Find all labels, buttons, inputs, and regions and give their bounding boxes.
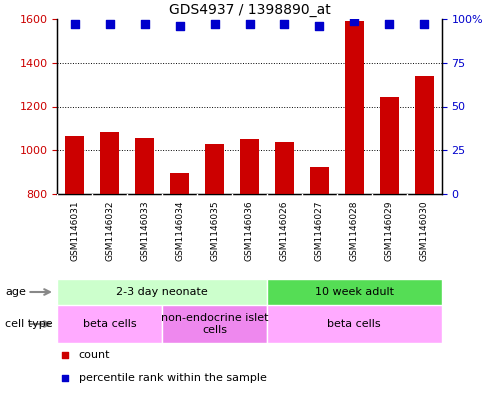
Text: age: age — [5, 287, 26, 297]
Bar — [57, 279, 267, 305]
Point — [420, 21, 428, 28]
Text: GSM1146027: GSM1146027 — [315, 201, 324, 261]
Text: GSM1146026: GSM1146026 — [280, 201, 289, 261]
Text: GSM1146032: GSM1146032 — [105, 201, 114, 261]
Text: GSM1146030: GSM1146030 — [420, 201, 429, 261]
Bar — [275, 141, 294, 194]
Text: GSM1146029: GSM1146029 — [385, 201, 394, 261]
Bar — [267, 305, 442, 343]
Point — [61, 351, 69, 358]
Text: GSM1146031: GSM1146031 — [70, 201, 79, 261]
Bar — [57, 305, 162, 343]
Text: percentile rank within the sample: percentile rank within the sample — [78, 373, 266, 382]
Bar — [415, 76, 434, 194]
Point — [350, 18, 358, 24]
Bar — [205, 144, 224, 194]
Point — [71, 21, 79, 28]
Text: GSM1146028: GSM1146028 — [350, 201, 359, 261]
Text: beta cells: beta cells — [327, 319, 381, 329]
Bar — [135, 138, 154, 194]
Bar — [162, 305, 267, 343]
Text: GSM1146035: GSM1146035 — [210, 201, 219, 261]
Point — [315, 23, 323, 29]
Bar — [380, 97, 399, 194]
Point — [176, 23, 184, 29]
Text: GSM1146036: GSM1146036 — [245, 201, 254, 261]
Bar — [170, 173, 189, 194]
Point — [280, 21, 288, 28]
Text: cell type: cell type — [5, 319, 52, 329]
Bar — [65, 136, 84, 194]
Text: count: count — [78, 349, 110, 360]
Bar — [345, 21, 364, 194]
Text: 10 week adult: 10 week adult — [315, 287, 394, 297]
Point — [211, 21, 219, 28]
Text: beta cells: beta cells — [83, 319, 137, 329]
Point — [141, 21, 149, 28]
Text: 2-3 day neonate: 2-3 day neonate — [116, 287, 208, 297]
Bar — [310, 167, 329, 194]
Title: GDS4937 / 1398890_at: GDS4937 / 1398890_at — [169, 3, 330, 17]
Point — [246, 21, 253, 28]
Text: GSM1146034: GSM1146034 — [175, 201, 184, 261]
Text: non-endocrine islet
cells: non-endocrine islet cells — [161, 313, 268, 335]
Text: GSM1146033: GSM1146033 — [140, 201, 149, 261]
Bar — [240, 139, 259, 194]
Point — [61, 375, 69, 381]
Point — [385, 21, 393, 28]
Point — [106, 21, 114, 28]
Bar — [267, 279, 442, 305]
Bar — [100, 132, 119, 194]
